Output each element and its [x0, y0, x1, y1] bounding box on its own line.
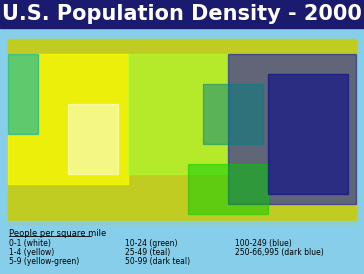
Bar [68, 104, 118, 174]
Bar [0, 0, 364, 28]
Bar [228, 54, 356, 204]
Bar [188, 164, 268, 214]
Bar [128, 54, 228, 174]
Bar [8, 39, 356, 224]
Text: 100-249 (blue): 100-249 (blue) [235, 239, 292, 248]
Text: 10-24 (green): 10-24 (green) [125, 239, 178, 248]
Bar [8, 54, 38, 134]
Bar [268, 74, 348, 194]
Bar [5, 221, 360, 269]
Text: 1-4 (yellow): 1-4 (yellow) [9, 248, 54, 257]
Bar [8, 54, 128, 184]
Text: U.S. Population Density - 2000: U.S. Population Density - 2000 [2, 4, 362, 24]
Text: 50-99 (dark teal): 50-99 (dark teal) [125, 257, 190, 266]
Text: 5-9 (yellow-green): 5-9 (yellow-green) [9, 257, 79, 266]
Text: 250-66,995 (dark blue): 250-66,995 (dark blue) [235, 248, 324, 257]
Text: People per square mile: People per square mile [9, 229, 106, 238]
Text: 25-49 (teal): 25-49 (teal) [125, 248, 170, 257]
Text: 0-1 (white): 0-1 (white) [9, 239, 51, 248]
Bar [203, 84, 263, 144]
